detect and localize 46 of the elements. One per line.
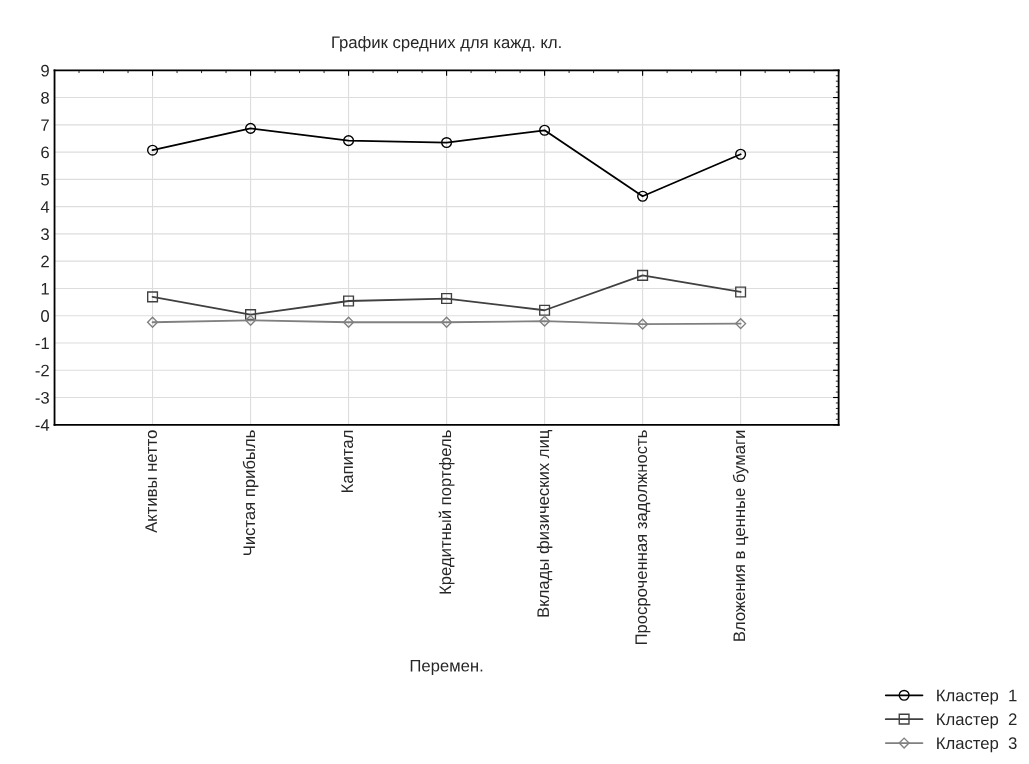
y-tick-label: 9 [41, 64, 49, 77]
y-tick-label: -3 [35, 391, 49, 404]
legend-label: Кластер 3 [937, 737, 1017, 753]
point [637, 269, 649, 281]
point [539, 124, 551, 136]
point [441, 292, 453, 305]
y-tick-label: 1 [41, 283, 49, 295]
legend-label: Кластер 1 [937, 689, 1017, 705]
x-tick-label: Вклады физических лиц [536, 430, 553, 617]
point [637, 190, 649, 202]
point [342, 316, 355, 328]
point [146, 316, 159, 328]
y-tick-label: 2 [41, 255, 49, 268]
y-tick-label: 3 [41, 228, 49, 241]
y-tick-label: 5 [41, 173, 49, 186]
x-tick-label: Кредитный портфель [438, 430, 455, 594]
chart-title: График средних для кажд. кл. [332, 35, 561, 52]
point [244, 314, 257, 326]
point [637, 318, 649, 330]
point [343, 295, 355, 307]
point [539, 304, 551, 316]
x-tick-label: Активы нетто [145, 430, 158, 533]
point [441, 136, 453, 149]
x-tick-label: Капитал [341, 430, 354, 493]
x-axis-title: Перемен. [410, 659, 483, 675]
point [735, 148, 747, 160]
x-tick-label: Чистая прибыль [242, 430, 259, 555]
point [245, 122, 257, 134]
y-tick-label: -4 [35, 419, 50, 431]
x-tick-label: Просроченная задолжность [635, 430, 651, 645]
y-tick-label: -1 [35, 337, 49, 350]
y-tick-label: 6 [41, 146, 49, 159]
y-tick-label: 8 [41, 91, 49, 104]
y-tick-label: 4 [40, 201, 50, 213]
y-tick-label: -2 [35, 364, 49, 377]
x-tick-label: Вложения в ценные бумаги [732, 430, 749, 641]
point [343, 135, 355, 147]
point [735, 318, 747, 330]
y-tick-label: 0 [41, 310, 50, 322]
point [146, 144, 159, 156]
point [735, 286, 747, 298]
point [440, 316, 453, 328]
point [538, 315, 551, 327]
point [146, 291, 159, 303]
y-tick-label: 7 [41, 119, 49, 131]
legend-label: Кластер 2 [937, 713, 1017, 729]
